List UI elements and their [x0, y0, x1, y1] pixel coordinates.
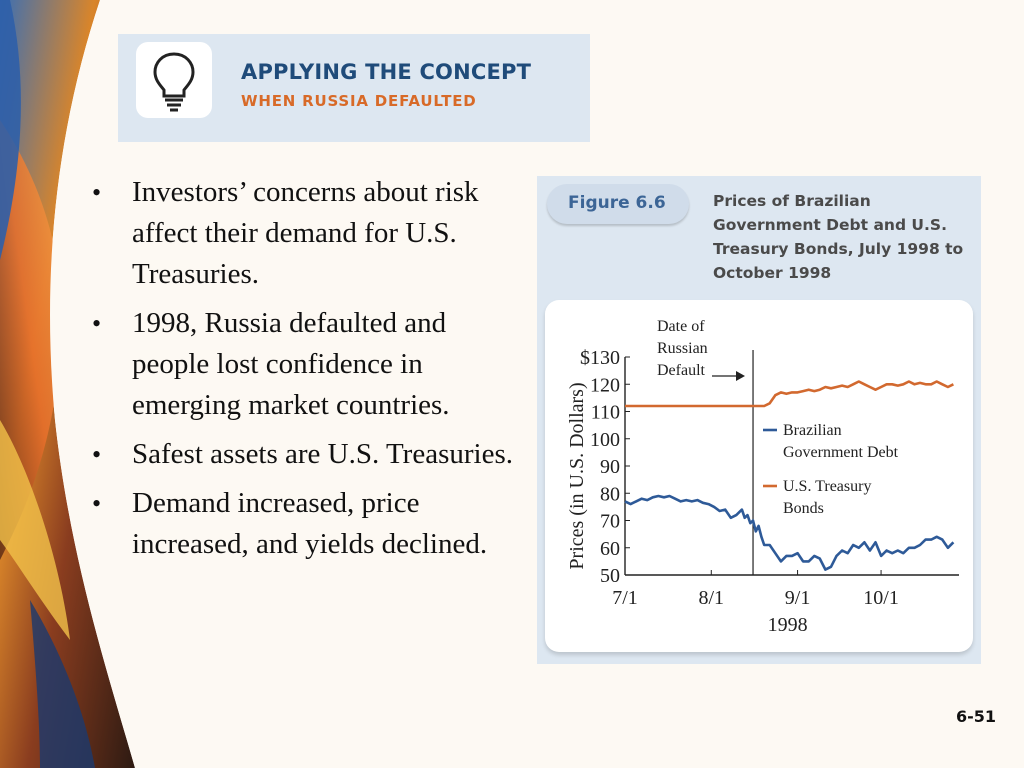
y-tick-label: 70	[600, 511, 620, 533]
figure-panel: Figure 6.6 Prices of Brazilian Governmen…	[537, 176, 981, 664]
chart-card: $130 120 110 100 90 80 70 60 50 7/1 8/1 9/1 10/1 1998…	[545, 300, 973, 652]
y-tick-label: 60	[600, 538, 620, 560]
bullet-text: 1998, Russia defaulted and people lost c…	[132, 307, 450, 421]
bullet-dot: •	[92, 489, 102, 518]
x-tick-label: 7/1	[612, 587, 638, 609]
default-annotation-text: Default	[657, 362, 706, 379]
y-tick-label: 110	[591, 402, 620, 424]
bullet-item: • Investors’ concerns about risk affect t…	[92, 172, 522, 295]
legend-label: Bonds	[783, 500, 824, 517]
series-line-brazilian-debt	[624, 494, 955, 571]
default-annotation-text: Date of	[657, 318, 705, 335]
bullet-dot: •	[92, 178, 102, 207]
bullet-text: Safest assets are U.S. Treasuries.	[132, 438, 513, 470]
x-tick-label: 8/1	[699, 587, 725, 609]
series-line-us-treasury	[625, 380, 954, 408]
page-number: 6-51	[956, 707, 997, 726]
bulb-box	[136, 42, 212, 118]
bullet-item: • Safest assets are U.S. Treasuries.	[92, 434, 522, 475]
y-tick-label: 100	[590, 429, 620, 451]
decorative-side-artwork	[0, 0, 150, 768]
y-tick-label: $130	[580, 347, 620, 369]
legend-label: Brazilian	[783, 422, 842, 439]
lightbulb-icon	[153, 52, 195, 112]
bullet-dot: •	[92, 309, 102, 338]
bullet-item: • Demand increased, price increased, and …	[92, 483, 522, 565]
y-tick-label: 120	[590, 374, 620, 396]
bullet-item: • 1998, Russia defaulted and people lost …	[92, 303, 522, 426]
x-tick-label: 10/1	[863, 587, 899, 609]
figure-label: Figure 6.6	[568, 193, 666, 213]
y-tick-label: 90	[600, 456, 620, 478]
concept-banner: APPLYING THE CONCEPT WHEN RUSSIA DEFAULT…	[118, 34, 590, 142]
y-tick-label: 50	[600, 565, 620, 587]
banner-title: APPLYING THE CONCEPT	[241, 60, 532, 84]
bullet-dot: •	[92, 440, 102, 469]
y-tick-label: 80	[600, 483, 620, 505]
default-annotation-text: Russian	[657, 340, 708, 357]
line-chart: $130 120 110 100 90 80 70 60 507/1 8/1 9/1 10/1 1998…	[566, 318, 959, 636]
legend-label: Government Debt	[783, 444, 899, 461]
figure-title: Prices of Brazilian Government Debt and …	[713, 192, 964, 282]
x-tick-label: 9/1	[785, 587, 811, 609]
bullet-text: Investors’ concerns about risk affect th…	[132, 176, 479, 290]
bullet-text: Demand increased, price increased, and y…	[132, 487, 488, 560]
annotation-arrow-head	[736, 371, 745, 381]
y-axis-title: Prices (in U.S. Dollars)	[566, 382, 588, 569]
legend-label: U.S. Treasury	[783, 478, 871, 495]
bullet-list: • Investors’ concerns about risk affect t…	[92, 172, 522, 573]
x-axis-title: 1998	[768, 614, 808, 636]
figure-label-badge: Figure 6.6	[547, 184, 689, 224]
banner-subtitle: WHEN RUSSIA DEFAULTED	[241, 92, 477, 110]
